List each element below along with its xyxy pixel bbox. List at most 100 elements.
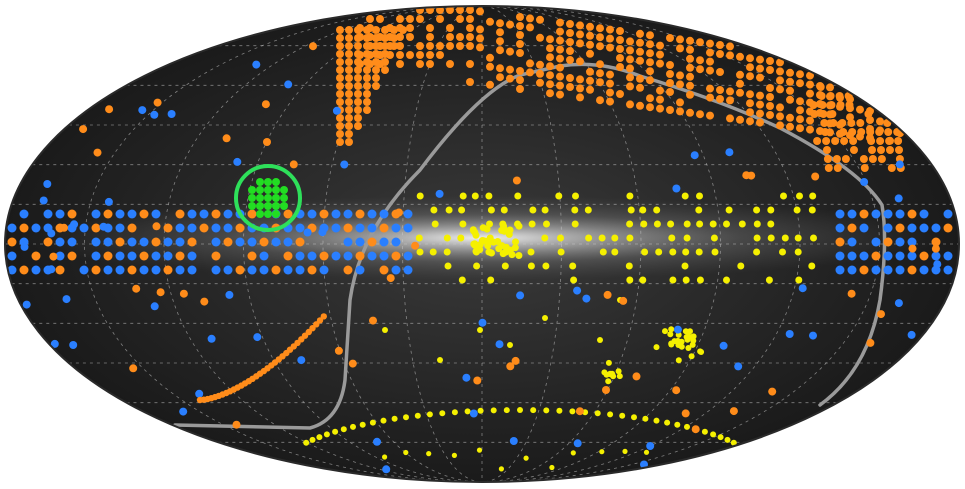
north-orange-marker (566, 56, 574, 64)
plane-field-marker (883, 223, 893, 233)
southern-arc-marker (403, 449, 409, 456)
north-orange-marker (596, 78, 604, 87)
plane-field-marker (931, 237, 941, 247)
plane-field-marker (163, 251, 173, 261)
scattered-field-marker (253, 333, 262, 342)
plane-field-marker (199, 223, 209, 233)
bulge-field-marker (584, 206, 592, 214)
north-orange-marker (626, 73, 634, 82)
scattered-field-marker (719, 341, 728, 350)
cloud-cluster-marker (688, 353, 695, 360)
bulge-field-marker (767, 206, 775, 214)
plane-field-marker (907, 265, 917, 275)
bulge-field-marker (779, 248, 786, 256)
north-orange-marker (381, 50, 389, 58)
north-orange-marker (766, 93, 774, 101)
scattered-field-marker (506, 362, 515, 371)
scattered-field-marker (768, 387, 777, 396)
north-orange-marker (806, 125, 814, 134)
cloud-cluster-marker (668, 326, 675, 333)
plane-field-marker (943, 251, 953, 261)
north-orange-marker (336, 66, 344, 74)
southern-arc-marker (477, 407, 484, 414)
plane-field-marker (247, 237, 257, 247)
plane-field-marker (343, 265, 353, 275)
plane-field-marker (175, 251, 185, 261)
bulge-field-marker (667, 220, 675, 228)
north-orange-marker (372, 42, 380, 50)
plane-field-marker (187, 223, 197, 233)
plane-field-marker (847, 223, 857, 233)
north-orange-marker (426, 60, 434, 68)
north-orange-marker (841, 155, 850, 163)
bulge-field-marker (458, 276, 466, 284)
north-orange-marker (706, 48, 714, 57)
north-orange-marker (886, 146, 894, 154)
north-orange-marker (776, 58, 784, 67)
southern-arc-marker (340, 426, 347, 433)
southern-arc-marker (599, 449, 605, 455)
plane-field-marker (859, 251, 869, 261)
north-orange-marker (616, 45, 624, 53)
north-orange-marker (546, 62, 554, 71)
plane-field-marker (211, 237, 221, 247)
southern-arc-marker (664, 419, 671, 426)
north-orange-marker (656, 41, 664, 50)
north-orange-marker (726, 51, 734, 60)
north-orange-marker (839, 128, 848, 136)
north-orange-marker (726, 42, 734, 51)
north-orange-marker (786, 86, 794, 95)
cloud-cluster-marker (610, 373, 617, 380)
north-orange-marker (646, 94, 654, 103)
plane-field-marker (103, 251, 113, 261)
plane-field-marker (43, 209, 53, 219)
north-orange-marker (746, 72, 754, 81)
plane-field-marker (187, 251, 197, 261)
north-orange-marker (626, 64, 634, 73)
north-orange-marker (363, 98, 371, 106)
north-orange-marker (596, 69, 604, 78)
north-orange-marker (556, 63, 564, 72)
bulge-field-marker (710, 234, 718, 242)
plane-field-marker (31, 251, 41, 261)
north-orange-marker (381, 42, 389, 50)
north-orange-marker (566, 29, 574, 37)
plane-field-marker (91, 223, 101, 233)
plane-field-marker (307, 251, 317, 261)
scattered-field-marker (933, 260, 942, 269)
plane-field-marker (247, 265, 257, 275)
north-orange-marker (406, 24, 414, 32)
north-orange-marker (516, 67, 524, 75)
plane-field-marker (331, 223, 341, 233)
north-orange-marker (821, 128, 830, 136)
plane-field-marker (355, 265, 365, 275)
green-cluster-marker (256, 194, 264, 202)
southern-arc-marker (451, 409, 458, 416)
plane-field-marker (103, 237, 113, 247)
scattered-field-marker (222, 134, 231, 143)
north-orange-marker (345, 122, 353, 130)
stream-marker (316, 317, 324, 324)
bulge-field-marker (753, 220, 761, 228)
north-orange-marker (868, 155, 877, 163)
north-orange-marker (476, 25, 484, 34)
bulge-field-marker (682, 248, 690, 256)
north-orange-marker (706, 93, 714, 102)
green-cluster-marker (256, 186, 264, 194)
north-orange-marker (526, 23, 534, 32)
north-orange-marker (606, 70, 614, 79)
plane-field-marker (103, 265, 113, 275)
north-orange-marker (466, 24, 474, 32)
green-cluster-marker (264, 194, 272, 202)
north-orange-marker (446, 42, 454, 50)
north-orange-marker (616, 90, 624, 98)
graticule-meridian (322, 6, 642, 482)
bulge-field-marker (515, 252, 523, 259)
plane-field-marker (883, 237, 893, 247)
plane-field-marker (307, 209, 317, 219)
plane-field-marker (55, 237, 65, 247)
scattered-field-marker (411, 241, 420, 250)
plane-field-marker (175, 209, 185, 219)
plane-field-marker (835, 251, 845, 261)
bulge-field-marker (570, 276, 578, 284)
